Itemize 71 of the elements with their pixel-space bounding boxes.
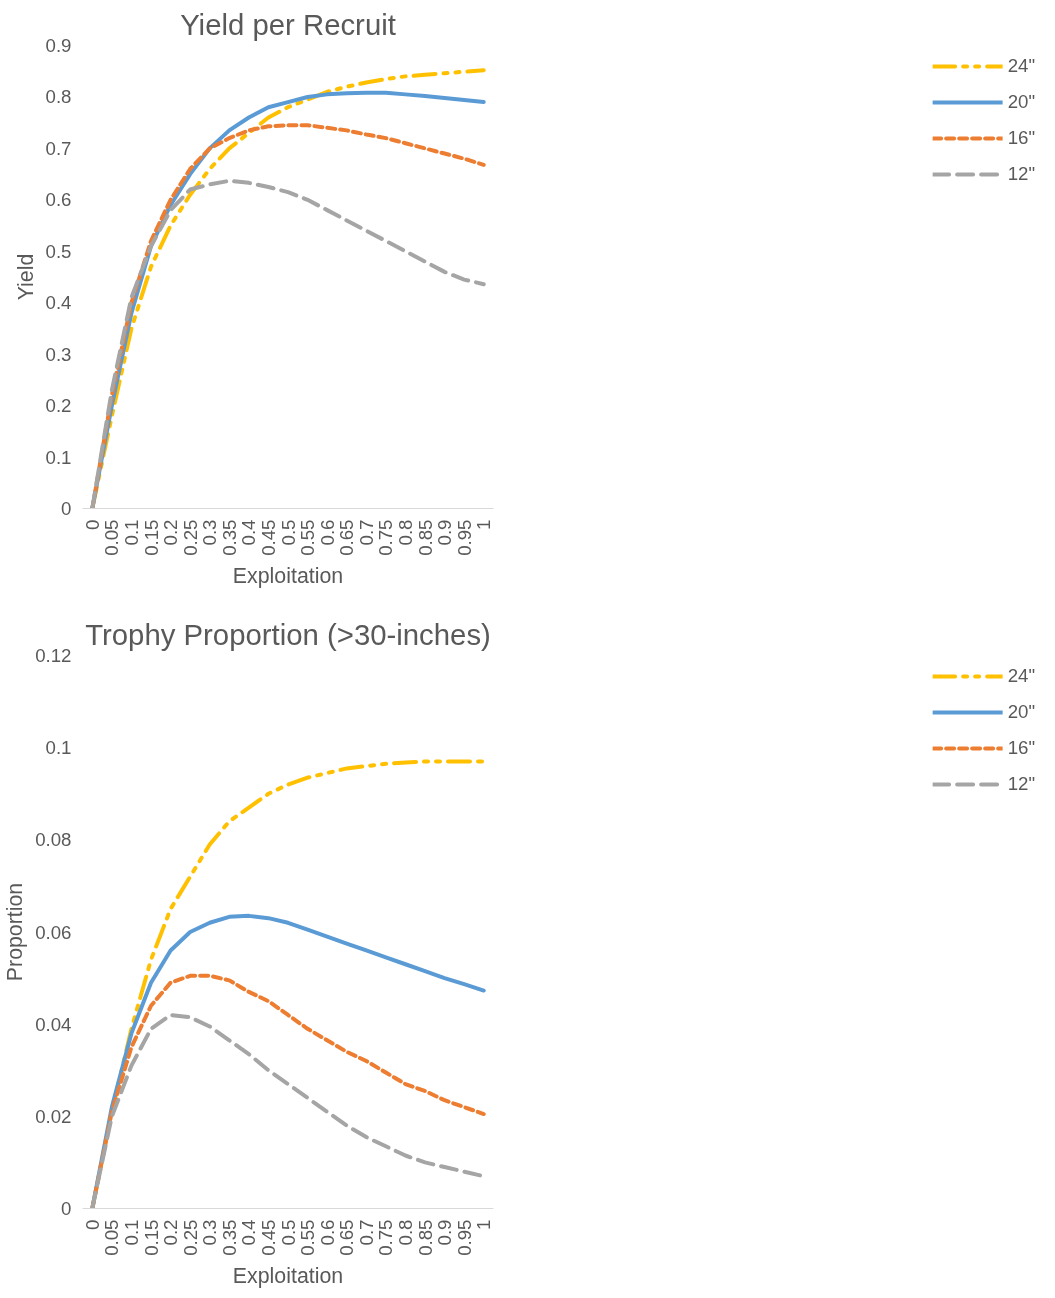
x-tick-label: 1: [473, 1219, 495, 1230]
x-tick-label: 0.75: [375, 1219, 397, 1256]
legend-label: 12": [1007, 163, 1035, 185]
y-tick-label: 0.5: [45, 240, 72, 262]
x-tick-label: 0.25: [179, 519, 201, 556]
x-tick-label: 0.75: [375, 519, 397, 556]
x-tick-label: 0.45: [257, 1219, 279, 1256]
x-tick-label: 0.45: [257, 519, 279, 556]
y-tick-label: 0.04: [35, 1013, 72, 1035]
x-tick-label: 0.5: [277, 519, 299, 546]
x-tick-label: 0.2: [160, 1219, 182, 1246]
x-tick-label: 0.15: [140, 519, 162, 556]
x-tick-label: 0: [81, 1219, 103, 1230]
y-tick-label: 0.7: [45, 137, 72, 159]
x-tick-label: 0.05: [101, 519, 123, 556]
x-tick-label: 0.85: [414, 1219, 436, 1256]
x-tick-label: 0.65: [336, 1219, 358, 1256]
y-tick-label: 0.02: [35, 1105, 72, 1127]
x-tick-label: 0.7: [355, 1219, 377, 1246]
x-tick-label: 0.95: [453, 519, 475, 556]
x-tick-label: 0.3: [199, 519, 221, 546]
y-tick-label: 0.1: [45, 446, 72, 468]
x-axis-title: Exploitation: [232, 1263, 344, 1288]
x-tick-label: 0.1: [120, 1219, 142, 1246]
x-tick-label: 0.65: [336, 519, 358, 556]
y-axis-title: Yield: [13, 253, 38, 301]
chart-title: Yield per Recruit: [180, 7, 396, 41]
legend-label: 16": [1007, 737, 1035, 759]
x-tick-label: 0.6: [316, 519, 338, 546]
x-tick-label: 0.4: [238, 1219, 260, 1246]
x-tick-label: 0.55: [297, 519, 319, 556]
x-tick-label: 0.8: [394, 519, 416, 546]
y-tick-label: 0.3: [45, 343, 72, 365]
x-tick-label: 0.1: [120, 519, 142, 546]
y-axis-title: Proportion: [3, 882, 28, 982]
legend-label: 16": [1007, 127, 1035, 149]
chart-title: Trophy Proportion (>30-inches): [85, 617, 491, 651]
x-tick-label: 0.35: [218, 1219, 240, 1256]
y-tick-label: 0.2: [45, 395, 72, 417]
legend-label: 24": [1007, 55, 1035, 77]
y-tick-label: 0.9: [45, 35, 72, 56]
x-tick-label: 0.95: [453, 1219, 475, 1256]
x-tick-label: 0.85: [414, 519, 436, 556]
legend-label: 24": [1007, 665, 1035, 687]
legend-label: 20": [1007, 701, 1035, 723]
y-tick-label: 0.4: [45, 292, 72, 314]
legend-label: 12": [1007, 773, 1035, 795]
x-tick-label: 0.9: [434, 1219, 456, 1246]
y-tick-label: 0.6: [45, 189, 72, 211]
y-tick-label: 0.08: [35, 829, 72, 851]
x-tick-label: 0.25: [179, 1219, 201, 1256]
x-tick-label: 0.05: [101, 1219, 123, 1256]
x-tick-label: 0.5: [277, 1219, 299, 1246]
y-tick-label: 0.8: [45, 86, 72, 108]
x-tick-label: 0.8: [394, 1219, 416, 1246]
x-tick-label: 0.9: [434, 519, 456, 546]
x-tick-label: 0.35: [218, 519, 240, 556]
x-tick-label: 0.6: [316, 1219, 338, 1246]
x-tick-label: 0.55: [297, 1219, 319, 1256]
x-tick-label: 1: [473, 519, 495, 530]
y-tick-label: 0.12: [35, 645, 72, 666]
x-tick-label: 0.7: [355, 519, 377, 546]
x-tick-label: 0.2: [160, 519, 182, 546]
y-tick-label: 0.1: [45, 737, 72, 759]
x-axis-title: Exploitation: [232, 563, 344, 588]
x-tick-label: 0.15: [140, 1219, 162, 1256]
y-tick-label: 0.06: [35, 921, 72, 943]
x-tick-label: 0.4: [238, 519, 260, 546]
legend-label: 20": [1007, 91, 1035, 113]
x-tick-label: 0.3: [199, 1219, 221, 1246]
x-tick-label: 0: [81, 519, 103, 530]
